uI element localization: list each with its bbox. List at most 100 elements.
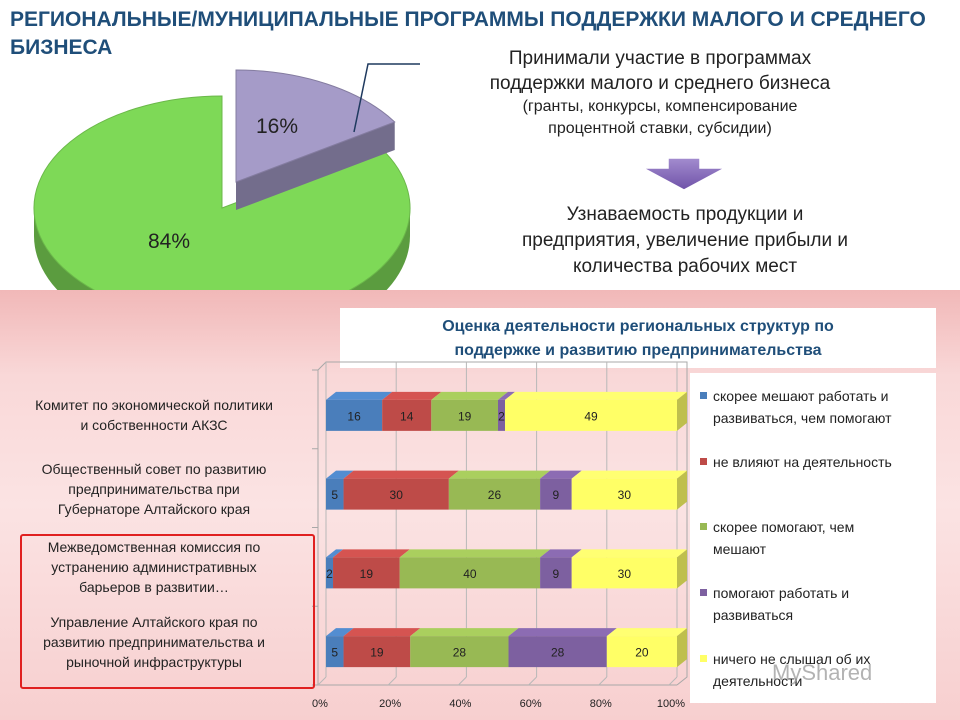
bar-value-label: 49 <box>584 409 598 423</box>
legend-item-label: скорее помогают, чем <box>700 516 936 538</box>
legend-item-label: деятельности <box>713 673 803 689</box>
bar-value-label: 19 <box>370 646 384 660</box>
x-tick-label: 60% <box>520 698 542 710</box>
bar-value-label: 19 <box>360 567 374 581</box>
category-label: Межведомственная комиссия по устранению а… <box>4 537 304 597</box>
bar-segment <box>540 549 582 589</box>
category-label-line: Общественный совет по развитию <box>41 461 267 477</box>
outcome-text: Узнаваемость продукции и предприятия, ув… <box>470 202 900 280</box>
bar-segment <box>326 628 354 668</box>
category-label-line: и собственности АКЗС <box>80 417 228 433</box>
x-tick-label: 40% <box>449 698 471 710</box>
x-tick-label: 100% <box>657 698 685 710</box>
participation-line-3: (гранты, конкурсы, компенсирование <box>522 98 798 115</box>
legend-item-label: помогают работать и <box>700 582 936 604</box>
bar-value-label: 28 <box>453 646 467 660</box>
outcome-line-3: количества рабочих мест <box>572 256 798 277</box>
watermark: MyShared <box>772 660 873 685</box>
bar-value-label: 30 <box>618 567 632 581</box>
legend-item-label: ничего не слышал об их <box>700 648 936 670</box>
bar-segment <box>431 391 508 431</box>
bar-segments <box>326 391 687 668</box>
pie-slice-small-side <box>236 121 395 210</box>
legend-swatch <box>700 589 707 596</box>
bar-segment <box>382 391 442 431</box>
bar-value-label: 5 <box>331 488 338 502</box>
category-label-line: устранению административных <box>51 559 257 575</box>
category-label-line: рыночной инфраструктуры <box>66 654 242 670</box>
bar-segment <box>326 391 393 431</box>
category-label-line: Комитет по экономической политики <box>35 397 273 413</box>
legend-item: не влияют на деятельность <box>700 451 936 473</box>
bar-value-label: 20 <box>635 646 649 660</box>
bar-value-label: 2 <box>498 409 505 423</box>
x-tick-label: 20% <box>379 698 401 710</box>
participation-line-1: Принимали участие в программах <box>508 48 812 69</box>
pie-label-16: 16% <box>256 115 299 138</box>
bar-value-label: 9 <box>553 567 560 581</box>
legend-swatch <box>700 655 707 662</box>
legend-item-label: мешают <box>713 541 767 557</box>
x-tick-label: 80% <box>590 698 612 710</box>
legend-item-label: развиваться, чем помогают <box>713 410 892 426</box>
legend-item-label: не влияют на деятельность <box>700 451 936 473</box>
bar-segment <box>343 628 421 668</box>
participation-text: Принимали участие в программах поддержки… <box>420 46 900 140</box>
bar-value-label: 26 <box>488 488 502 502</box>
bar-segment <box>326 549 344 589</box>
legend-item: скорее мешают работать и развиваться, чем… <box>700 385 936 429</box>
bar-value-label: 5 <box>331 646 338 660</box>
legend-item: ничего не слышал об их деятельности <box>700 648 936 692</box>
legend-item-label: развиваться <box>713 607 794 623</box>
bar-value-label: 30 <box>618 488 632 502</box>
category-label: Общественный совет по развитию предприним… <box>4 459 304 519</box>
bar-segment <box>399 549 551 589</box>
bar-segment <box>410 628 519 668</box>
legend-item-label: скорее мешают работать и <box>700 385 936 407</box>
bar-segment <box>505 391 687 431</box>
category-label: Управление Алтайского края по развитию пр… <box>4 612 304 672</box>
legend-swatch <box>700 458 707 465</box>
bar-chart-title-line-1: Оценка деятельности региональных структу… <box>442 318 834 335</box>
bar-value-label: 19 <box>458 409 472 423</box>
bar-value-label: 14 <box>400 409 414 423</box>
category-label-line: развитию предпринимательства и <box>43 634 265 650</box>
outcome-line-1: Узнаваемость продукции и <box>566 204 804 225</box>
x-tick-label: 0% <box>312 698 328 710</box>
bar-value-label: 2 <box>326 567 333 581</box>
category-label-line: Межведомственная комиссия по <box>47 539 261 555</box>
bar-value-label: 28 <box>551 646 565 660</box>
participation-line-4: процентной ставки, субсидии) <box>548 120 772 137</box>
bar-segment <box>497 391 516 431</box>
bar-segment <box>540 470 582 510</box>
bar-segment <box>333 549 410 589</box>
bar-segment <box>448 470 551 510</box>
pie-leader-line <box>353 63 420 133</box>
bar-segment <box>326 470 354 510</box>
slide-title: РЕГИОНАЛЬНЫЕ/МУНИЦИПАЛЬНЫЕ ПРОГРАММЫ ПОД… <box>10 8 926 59</box>
bar-chart-title: Оценка деятельности региональных структу… <box>340 308 936 368</box>
legend-item: помогают работать и развиваться <box>700 582 936 626</box>
bar-segment <box>343 470 459 510</box>
bar-value-label: 16 <box>347 409 361 423</box>
bar-value-label: 9 <box>553 488 560 502</box>
pie-label-84: 84% <box>148 230 191 253</box>
bar-segment <box>508 628 617 668</box>
bar-value-label: 40 <box>463 567 477 581</box>
legend <box>690 373 936 703</box>
outcome-line-2: предприятия, увеличение прибыли и <box>521 230 849 251</box>
legend-item: скорее помогают, чем мешают <box>700 516 936 560</box>
category-label-line: барьеров в развитии… <box>79 579 229 595</box>
bar-chart-title-line-2: поддержке и развитию предпринимательства <box>454 342 822 359</box>
bar-segment <box>606 628 687 668</box>
legend-swatch <box>700 523 707 530</box>
participation-line-2: поддержки малого и среднего бизнеса <box>489 73 831 94</box>
category-label-line: Управление Алтайского края по <box>50 614 258 630</box>
bar-segment <box>571 470 687 510</box>
category-label: Комитет по экономической политики и собст… <box>4 395 304 435</box>
category-label-line: Губернаторе Алтайского края <box>57 501 251 517</box>
bar-segment <box>571 549 687 589</box>
highlight-frame <box>20 534 315 689</box>
pie-slice-small <box>235 69 396 183</box>
